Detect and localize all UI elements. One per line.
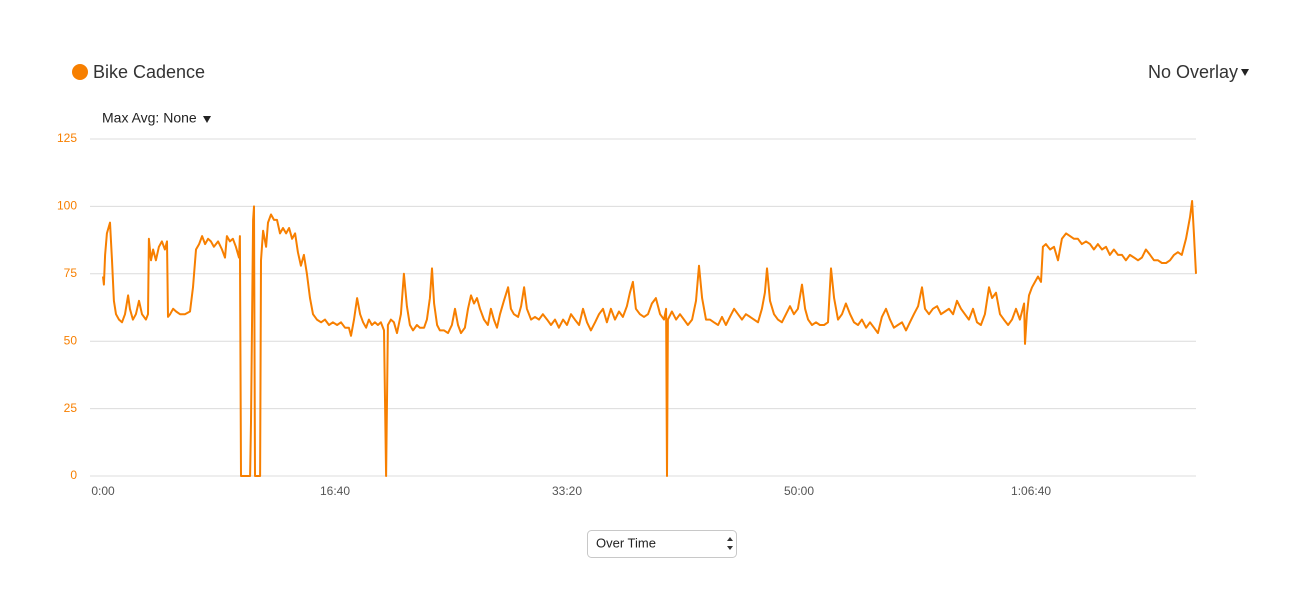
select-arrows[interactable] bbox=[727, 537, 733, 550]
y-tick-label: 50 bbox=[64, 333, 78, 347]
y-tick-label: 25 bbox=[64, 401, 78, 415]
max-avg-menu[interactable]: Max Avg: None bbox=[102, 110, 197, 126]
y-tick-label: 125 bbox=[57, 131, 77, 145]
x-tick-label: 1:06:40 bbox=[1011, 484, 1051, 498]
overlay-menu-arrow[interactable] bbox=[1241, 69, 1249, 76]
x-tick-label: 50:00 bbox=[784, 484, 814, 498]
y-tick-label: 75 bbox=[64, 266, 78, 280]
y-tick-label: 0 bbox=[70, 468, 77, 482]
series-line bbox=[102, 200, 1197, 477]
x-tick-label: 33:20 bbox=[552, 484, 582, 498]
x-tick-label: 0:00 bbox=[91, 484, 115, 498]
legend-swatch[interactable] bbox=[72, 64, 88, 80]
legend-label[interactable]: Bike Cadence bbox=[93, 62, 205, 82]
overlay-menu[interactable]: No Overlay bbox=[1148, 62, 1238, 82]
y-tick-label: 100 bbox=[57, 199, 77, 213]
x-mode-select[interactable] bbox=[587, 530, 737, 558]
x-tick-label: 16:40 bbox=[320, 484, 350, 498]
plot-area: 0 25 50 75 100 125 0:00 16:40 33:20 50:00 1:06:40 bbox=[57, 131, 1197, 498]
x-mode-select-label[interactable]: Over Time bbox=[596, 535, 656, 550]
max-avg-menu-arrow[interactable] bbox=[203, 116, 211, 123]
